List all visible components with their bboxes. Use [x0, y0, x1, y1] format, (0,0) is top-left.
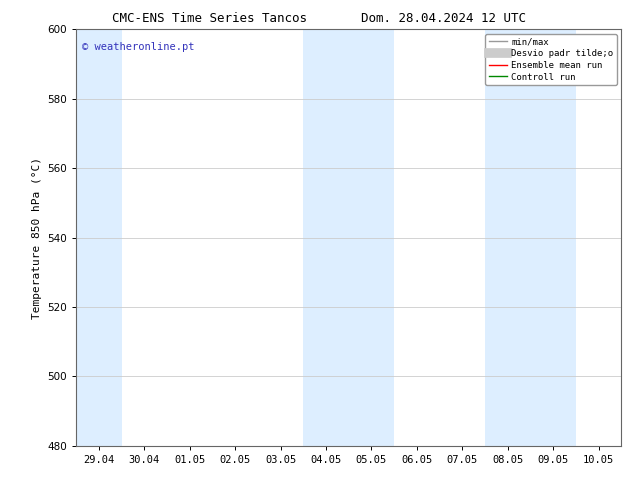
- Bar: [76, 29, 122, 446]
- Text: © weatheronline.pt: © weatheronline.pt: [82, 42, 194, 52]
- Text: Dom. 28.04.2024 12 UTC: Dom. 28.04.2024 12 UTC: [361, 12, 526, 25]
- Bar: [303, 29, 394, 446]
- Text: CMC-ENS Time Series Tancos: CMC-ENS Time Series Tancos: [112, 12, 307, 25]
- Bar: [485, 29, 576, 446]
- Y-axis label: Temperature 850 hPa (°C): Temperature 850 hPa (°C): [32, 157, 42, 318]
- Legend: min/max, Desvio padr tilde;o, Ensemble mean run, Controll run: min/max, Desvio padr tilde;o, Ensemble m…: [485, 34, 617, 85]
